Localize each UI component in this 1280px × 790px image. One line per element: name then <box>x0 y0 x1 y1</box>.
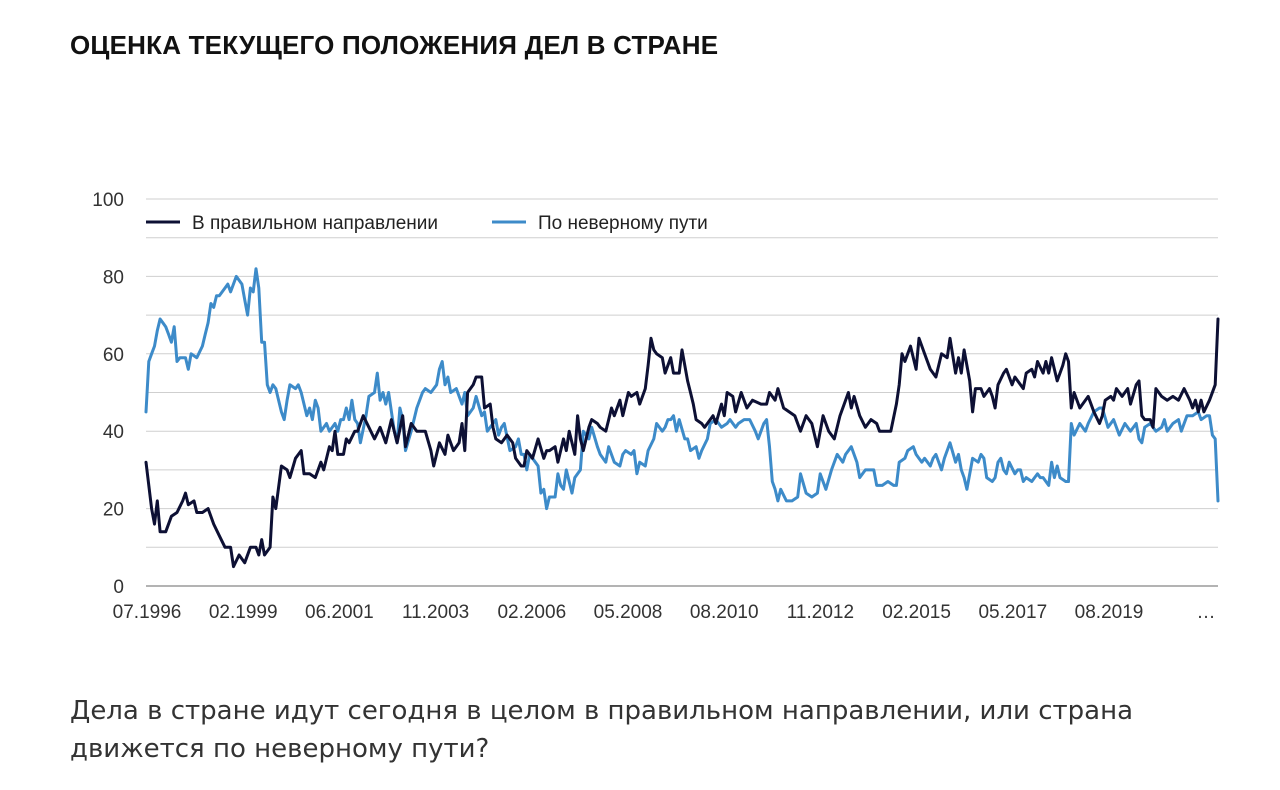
page-title: ОЦЕНКА ТЕКУЩЕГО ПОЛОЖЕНИЯ ДЕЛ В СТРАНЕ <box>70 30 719 60</box>
series-line-wrong-way <box>144 267 1220 511</box>
x-tick-label: 02.2015 <box>882 602 951 623</box>
gridlines <box>146 198 1218 587</box>
x-tick-label: 07.1996 <box>113 602 182 623</box>
x-tick-label: 05.2008 <box>594 602 663 623</box>
y-tick-label: 60 <box>103 345 124 366</box>
x-tick-label: 02.2006 <box>497 602 566 623</box>
x-tick-label: 11.2012 <box>787 602 854 623</box>
legend-label-right-direction: В правильном направлении <box>192 213 438 234</box>
series-line-right-direction <box>144 317 1220 569</box>
x-tick-label: … <box>1197 602 1216 623</box>
y-tick-label: 40 <box>103 422 124 443</box>
line-chart: 0 20 40 60 80 100 07.1996 02.1999 06.2001 11.200… <box>92 190 1220 623</box>
survey-question: Дела в стране идут сегодня в целом в пра… <box>70 696 1134 764</box>
x-tick-label: 11.2003 <box>402 602 469 623</box>
x-tick-label: 06.2001 <box>305 602 374 623</box>
series-lines <box>144 267 1220 569</box>
x-tick-label: 08.2019 <box>1075 602 1144 623</box>
y-tick-label: 100 <box>92 190 124 211</box>
x-tick-label: 08.2010 <box>690 602 759 623</box>
x-tick-label: 05.2017 <box>978 602 1047 623</box>
y-tick-label: 80 <box>103 267 124 288</box>
x-tick-label: 02.1999 <box>209 602 278 623</box>
x-axis-ticks: 07.1996 02.1999 06.2001 11.2003 02.2006 05.20… <box>113 602 1216 623</box>
legend: В правильном направлении По неверному пу… <box>146 213 708 234</box>
y-tick-label: 0 <box>113 577 124 598</box>
legend-label-wrong-way: По неверному пути <box>538 213 708 234</box>
y-axis-ticks: 0 20 40 60 80 100 <box>92 190 124 598</box>
y-tick-label: 20 <box>103 500 124 521</box>
